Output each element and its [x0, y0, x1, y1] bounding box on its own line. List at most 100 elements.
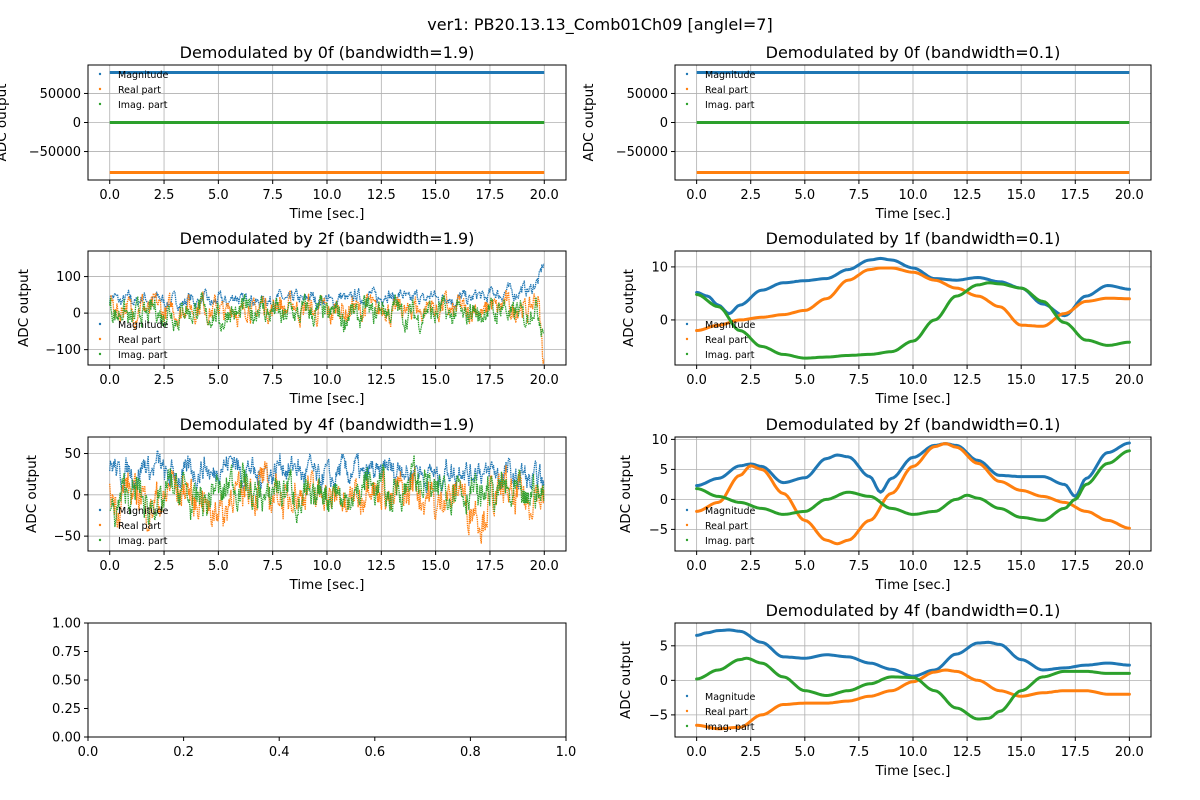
legend-label: Magnitude — [118, 506, 168, 517]
y-tick-label: −5 — [649, 523, 668, 538]
y-tick-label: −100 — [45, 343, 81, 358]
legend-label: Magnitude — [118, 320, 168, 331]
x-tick-label: 12.5 — [953, 373, 982, 388]
series-trace — [695, 442, 1131, 546]
x-tick-label: 10.0 — [899, 373, 928, 388]
y-tick-label: −50000 — [616, 145, 668, 160]
series-trace — [695, 441, 1131, 498]
legend-marker — [685, 337, 689, 341]
x-tick-label: 0.0 — [686, 745, 707, 760]
x-tick-label: 10.0 — [899, 559, 928, 574]
legend: Magnitude Real part Imag. part — [98, 320, 168, 361]
x-tick-label: 5.0 — [794, 373, 815, 388]
x-tick-label: 12.5 — [367, 188, 396, 203]
subplot-title: Demodulated by 2f (bandwidth=0.1) — [766, 415, 1061, 434]
y-tick-label: 0.25 — [52, 702, 81, 717]
plot-area — [109, 449, 545, 544]
x-tick-label: 5.0 — [794, 188, 815, 203]
x-tick-label: 0.0 — [686, 188, 707, 203]
legend-label: Real part — [118, 521, 161, 532]
x-tick-label: 15.0 — [421, 559, 450, 574]
y-tick-label: 5 — [660, 463, 668, 478]
x-tick-label: 15.0 — [1007, 188, 1036, 203]
subplot-title: Demodulated by 4f (bandwidth=1.9) — [180, 415, 475, 434]
legend-marker — [685, 523, 689, 527]
y-axis-label: ADC output — [618, 641, 634, 719]
x-tick-label: 12.5 — [953, 559, 982, 574]
legend: Magnitude Real part Imag. part — [685, 692, 755, 733]
legend-marker — [685, 322, 689, 326]
x-tick-label: 7.5 — [262, 559, 283, 574]
figure-title: ver1: PB20.13.13_Comb01Ch09 [angleI=7] — [427, 15, 772, 35]
y-tick-label: 0 — [660, 313, 668, 328]
legend: Magnitude Real part Imag. part — [685, 506, 755, 547]
plot-area — [696, 71, 1130, 174]
x-tick-label: 2.5 — [740, 188, 761, 203]
series-imag-part — [109, 292, 545, 337]
legend-label: Imag. part — [705, 722, 755, 733]
legend-marker — [685, 508, 689, 512]
y-tick-label: 50 — [64, 447, 81, 462]
legend-marker — [98, 523, 102, 527]
x-tick-label: 5.0 — [208, 559, 229, 574]
plot-area — [695, 256, 1131, 360]
x-tick-label: 2.5 — [740, 373, 761, 388]
y-tick-label: 0.50 — [52, 674, 81, 689]
x-tick-label: 0.4 — [269, 745, 290, 760]
legend-label: Real part — [705, 85, 748, 96]
legend-marker — [685, 102, 689, 106]
y-axis-label: ADC output — [24, 455, 40, 533]
x-tick-label: 20.0 — [1115, 745, 1144, 760]
x-tick-label: 15.0 — [421, 188, 450, 203]
legend: Magnitude Real part Imag. part — [98, 70, 168, 111]
series-trace — [109, 289, 545, 365]
subplot-title: Demodulated by 0f (bandwidth=0.1) — [766, 43, 1061, 62]
x-tick-label: 17.5 — [475, 373, 504, 388]
subplot-title: Demodulated by 0f (bandwidth=1.9) — [180, 43, 475, 62]
series-magnitude — [695, 441, 1131, 498]
subplot-p7: 0.0 0.2 0.4 0.6 0.8 1.0 0.00 0.25 0.50 0.75 1.00 — [52, 617, 576, 761]
legend-marker — [98, 322, 102, 326]
series-magnitude — [695, 256, 1131, 318]
legend-label: Magnitude — [705, 506, 755, 517]
y-axis-label: ADC output — [618, 455, 634, 533]
legend-marker — [98, 102, 102, 106]
x-tick-label: 20.0 — [530, 373, 559, 388]
series-real-part — [695, 668, 1131, 731]
legend-label: Real part — [118, 335, 161, 346]
series-imag-part — [695, 656, 1131, 721]
x-axis-label: Time [sec.] — [875, 206, 951, 222]
y-tick-label: 0.75 — [52, 645, 81, 660]
y-axis-label: ADC output — [16, 269, 32, 347]
y-axis-label: ADC output — [621, 269, 637, 347]
legend-label: Imag. part — [705, 536, 755, 547]
subplot-p8: 0.0 2.5 5.0 7.5 10.0 12.5 15.0 17.5 20.0 −5 0 5 Demo… — [618, 601, 1152, 779]
x-tick-label: 7.5 — [849, 559, 870, 574]
legend-marker — [685, 538, 689, 542]
legend-label: Magnitude — [705, 70, 755, 81]
series-real-part — [109, 289, 545, 365]
subplot-p6: 0.0 2.5 5.0 7.5 10.0 12.5 15.0 17.5 20.0 −5 0 5 10 De… — [618, 415, 1152, 593]
x-tick-label: 7.5 — [262, 188, 283, 203]
x-tick-label: 17.5 — [475, 559, 504, 574]
y-tick-label: 0 — [73, 116, 81, 131]
x-tick-label: 15.0 — [1007, 373, 1036, 388]
legend-label: Imag. part — [705, 350, 755, 361]
series-real-part — [695, 442, 1131, 546]
x-tick-label: 10.0 — [313, 373, 342, 388]
legend-label: Real part — [705, 521, 748, 532]
series-trace — [109, 454, 545, 528]
subplot-p2: 0.0 2.5 5.0 7.5 10.0 12.5 15.0 17.5 20.0 −50000 0 5… — [581, 43, 1152, 222]
y-axis-label: ADC output — [581, 84, 597, 162]
y-axis-label: ADC output — [0, 84, 10, 162]
x-tick-label: 12.5 — [367, 373, 396, 388]
x-tick-label: 5.0 — [794, 559, 815, 574]
x-tick-label: 7.5 — [849, 745, 870, 760]
x-tick-label: 17.5 — [475, 188, 504, 203]
x-tick-label: 7.5 — [849, 188, 870, 203]
legend-marker — [685, 72, 689, 76]
series-imag-part — [695, 281, 1131, 360]
legend-label: Magnitude — [705, 692, 755, 703]
x-tick-label: 0.0 — [78, 745, 99, 760]
